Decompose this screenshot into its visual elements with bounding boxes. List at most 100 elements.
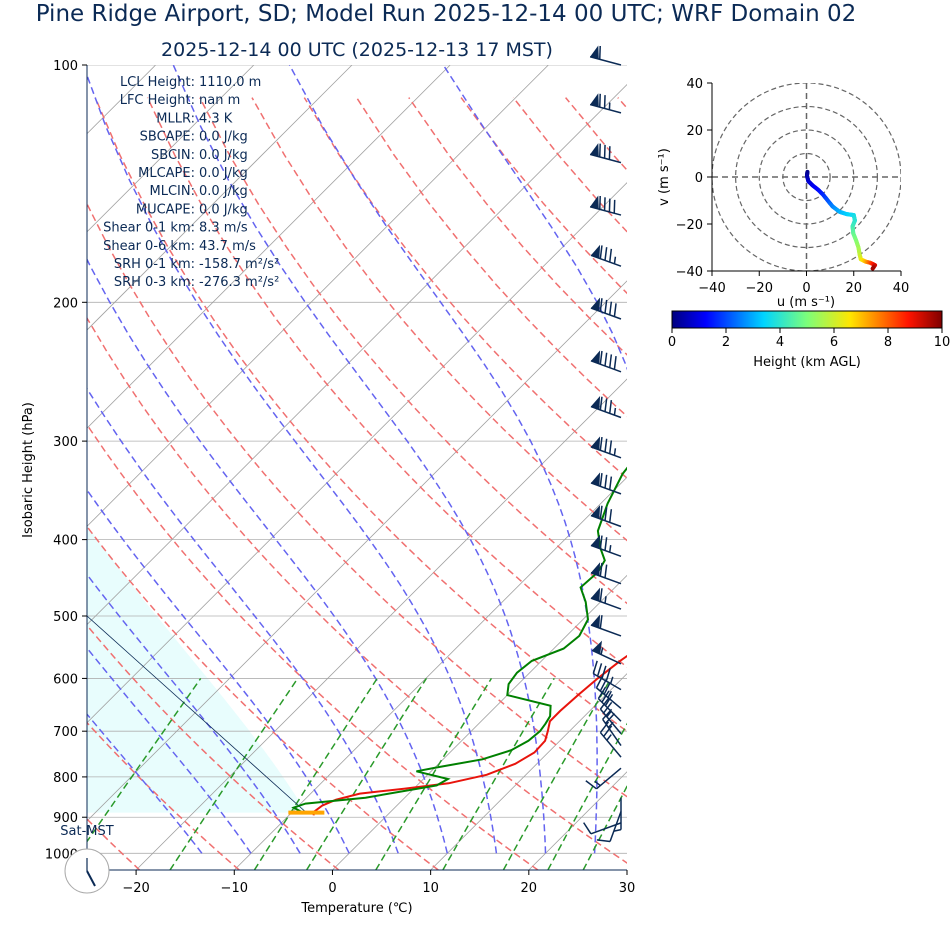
- dry-adiabat-line: [94, 97, 627, 733]
- parameter-value: 0.0 J/kg: [199, 130, 248, 145]
- wind-barb: [599, 721, 622, 758]
- isotherm-line: [626, 869, 627, 870]
- mixing-ratio-line: [87, 677, 202, 843]
- wind-barb: [591, 640, 622, 665]
- colorbar-tick-label: 4: [776, 335, 784, 350]
- parameter-label: SRH 0-1 km:: [114, 257, 195, 272]
- hodograph-x-tick-label: −20: [746, 281, 773, 296]
- parameter-row: MLCAPE: 0.0 J/kg: [138, 166, 248, 181]
- moist-adiabat-line: [87, 73, 498, 854]
- mixing-ratio-line: [502, 678, 612, 870]
- isotherm-line: [87, 280, 627, 822]
- wind-barb: [595, 675, 622, 710]
- moist-adiabat-line: [172, 65, 547, 854]
- y-axis-label: Isobaric Height (hPa): [21, 402, 36, 538]
- dewpoint-profile-line: [291, 466, 627, 813]
- mixing-ratio-line: [547, 722, 627, 870]
- parameter-block: LCL Height: 1110.0 m LFC Height: nan m MLLR:…: [103, 75, 279, 290]
- parameter-value: -158.7 m²/s²: [199, 257, 279, 272]
- wind-barb: [589, 45, 622, 66]
- isotherm-line: [87, 65, 353, 331]
- mixing-ratio-line: [582, 784, 627, 870]
- dry-adiabat-lines: [87, 97, 950, 870]
- colorbar-label: Height (km AGL): [753, 355, 861, 370]
- x-tick-label: 0: [328, 881, 336, 896]
- parameter-value: -276.3 m²/s²: [199, 275, 279, 290]
- hodograph-y-tick-label: −40: [676, 265, 703, 280]
- parameter-value: 1110.0 m: [199, 75, 261, 90]
- dry-adiabat-line: [87, 202, 627, 798]
- wind-barb: [599, 698, 622, 735]
- hodograph-y-tick-label: 0: [695, 171, 703, 186]
- parameter-row: SBCIN: 0.0 J/kg: [151, 148, 248, 163]
- moist-adiabat-line: [288, 65, 598, 854]
- chart-title: Pine Ridge Airport, SD; Model Run 2025-1…: [36, 1, 857, 27]
- isotherm-line: [430, 673, 627, 870]
- y-tick-label: 500: [53, 610, 78, 625]
- isotherm-line: [823, 65, 950, 870]
- parameter-value: 0.0 J/kg: [199, 148, 248, 163]
- hodograph-y-tick-label: 40: [686, 77, 703, 92]
- mixing-ratio-line: [169, 677, 299, 870]
- hodograph-ticks: −40 −20 0 20 40 −40 −20 0 20 40: [676, 77, 910, 296]
- colorbar-tick-label: 10: [934, 335, 950, 350]
- parameter-row: SRH 0-1 km: -158.7 m²/s²: [114, 257, 279, 272]
- x-axis-label: Temperature (℃): [300, 901, 412, 916]
- parameter-row: LCL Height: 1110.0 m: [120, 75, 261, 90]
- x-axis-ticks: −20 −10 0 10 20 30: [122, 870, 635, 896]
- dry-adiabat-line: [87, 721, 240, 870]
- wind-barb: [590, 297, 622, 320]
- isotherm-line: [87, 65, 549, 527]
- y-tick-label: 800: [53, 771, 78, 786]
- parameter-row: MLLR: 4.3 K: [156, 111, 233, 126]
- wind-barb-column: [583, 45, 622, 843]
- dry-adiabat-line: [87, 525, 439, 870]
- hodograph-x-tick-label: −40: [698, 281, 725, 296]
- parameter-label: SBCAPE:: [140, 130, 195, 145]
- wind-barb: [597, 686, 622, 722]
- wind-barb: [590, 396, 622, 419]
- dry-adiabat-line: [617, 97, 627, 110]
- wind-barb: [596, 811, 622, 843]
- skew-t-background: [87, 65, 950, 870]
- parameter-row: MUCAPE: 0.0 J/kg: [136, 202, 248, 217]
- wind-barb: [590, 244, 622, 267]
- parameter-value: nan m: [199, 93, 240, 108]
- isotherm-line: [528, 771, 627, 870]
- hodograph-y-label: v (m s⁻¹): [657, 148, 672, 206]
- dry-adiabat-line: [303, 97, 627, 480]
- clock-hour-hand: [86, 870, 96, 887]
- parameter-label: MLCAPE:: [138, 166, 195, 181]
- y-tick-label: 900: [53, 811, 78, 826]
- colorbar-tick-label: 0: [668, 335, 676, 350]
- mixing-ratio-line: [253, 677, 378, 870]
- hodograph-x-tick-label: 20: [845, 281, 862, 296]
- wind-barb: [589, 143, 622, 164]
- y-tick-label: 600: [53, 672, 78, 687]
- isotherm-line: [332, 574, 627, 870]
- wind-barb: [589, 93, 622, 114]
- parameter-row: SRH 0-3 km: -276.3 m²/s²: [114, 275, 279, 290]
- mixing-ratio-line: [638, 678, 737, 870]
- isotherm-gridlines: [87, 65, 950, 870]
- parameter-row: Shear 0-1 km: 8.3 m/s: [103, 221, 248, 236]
- y-tick-label: 700: [53, 725, 78, 740]
- colorbar-gradient: [671, 310, 943, 329]
- wind-barb: [589, 195, 622, 216]
- dry-adiabat-line: [460, 97, 627, 295]
- mixing-ratio-line: [305, 677, 428, 870]
- hodograph-trace: [804, 169, 878, 271]
- moist-adiabat-line: [87, 573, 301, 854]
- hodograph-x-tick-label: 40: [893, 281, 910, 296]
- parcel-path-line: [87, 615, 307, 813]
- dry-adiabat-line: [931, 98, 950, 870]
- parameter-row: SBCAPE: 0.0 J/kg: [140, 130, 248, 145]
- moist-adiabat-line: [87, 257, 449, 854]
- wind-barb: [590, 562, 622, 585]
- isotherm-line: [135, 378, 627, 870]
- hodograph-y-tick-label: −20: [676, 218, 703, 233]
- height-colorbar: 0 2 4 6 8 10 Height (km AGL): [668, 310, 950, 370]
- parameter-value: 8.3 m/s: [199, 221, 248, 236]
